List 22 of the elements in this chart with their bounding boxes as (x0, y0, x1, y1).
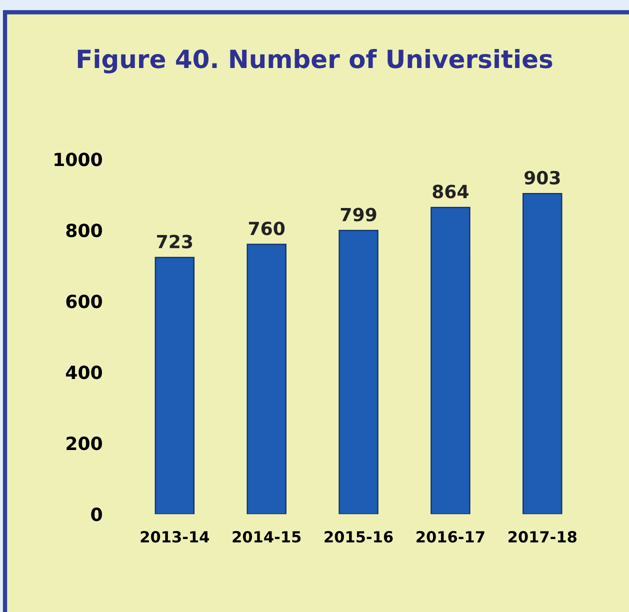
x-tick-label: 2014-15 (232, 531, 301, 543)
bar (522, 192, 562, 514)
data-label: 864 (432, 184, 468, 198)
y-tick-label: 0 (91, 508, 102, 522)
data-label: 760 (248, 222, 285, 236)
data-label: 903 (524, 170, 560, 184)
x-tick-label: 2015-16 (324, 531, 393, 543)
data-label: 723 (157, 234, 192, 248)
data-label: 799 (340, 208, 376, 222)
bar (154, 256, 195, 514)
bar (338, 230, 378, 514)
bar (430, 206, 470, 514)
y-tick-label: 200 (66, 436, 102, 450)
y-tick-label: 1000 (54, 152, 102, 166)
chart-title: Figure 40. Number of Universities (78, 49, 552, 74)
x-tick-label: 2017-18 (508, 531, 577, 543)
x-tick-label: 2013-14 (140, 531, 210, 543)
x-tick-label: 2016-17 (416, 531, 484, 543)
y-tick-label: 800 (66, 224, 102, 238)
y-tick-label: 400 (66, 366, 102, 380)
y-tick-label: 600 (66, 294, 102, 308)
bar (246, 244, 286, 514)
